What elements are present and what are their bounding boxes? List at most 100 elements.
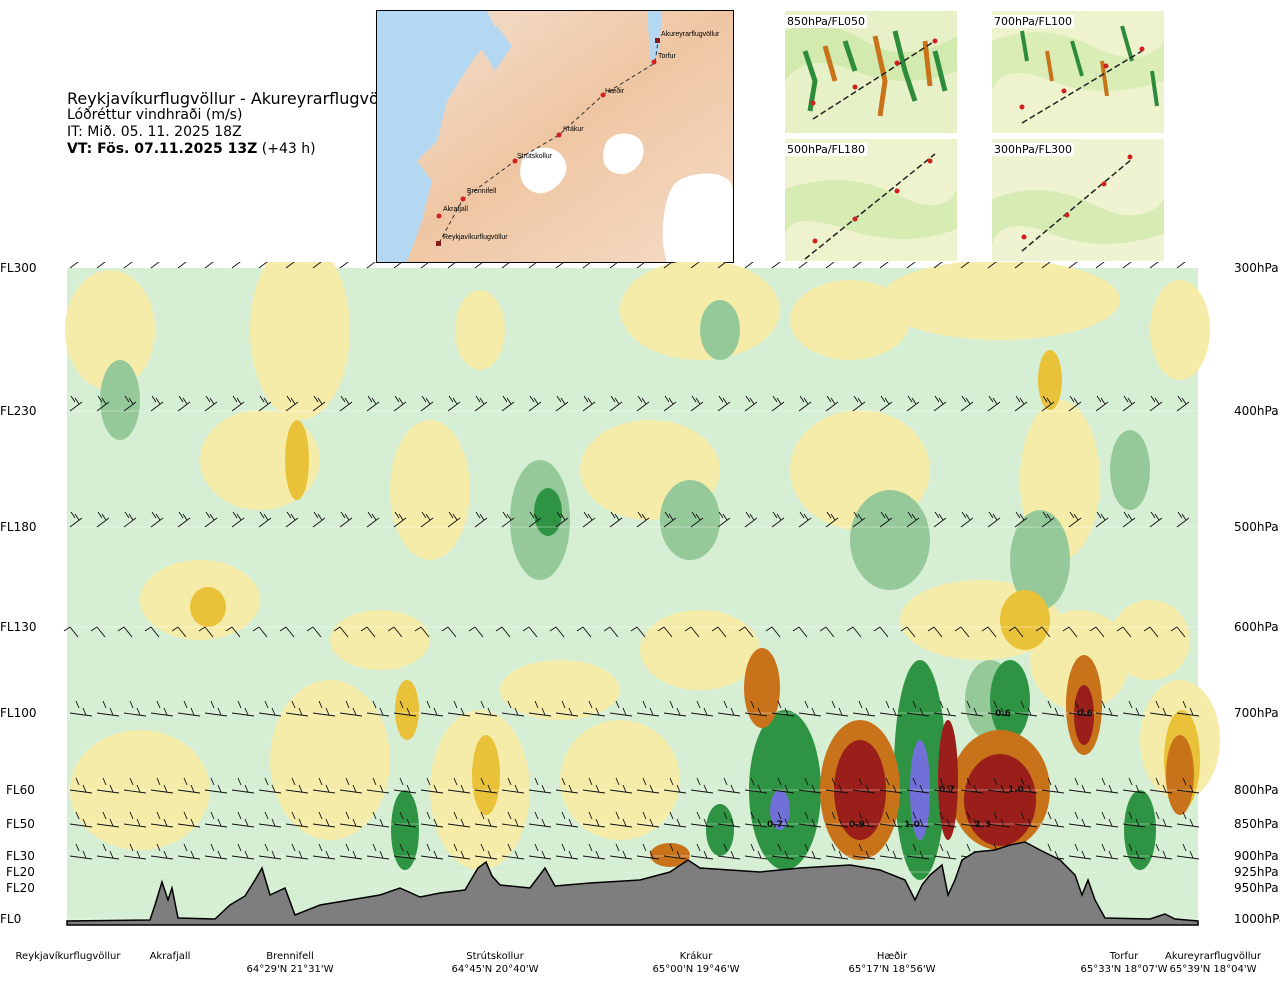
wind-barb <box>312 811 336 828</box>
strong-updraft <box>534 488 562 536</box>
wind-barb <box>1176 262 1186 269</box>
wind-barb <box>339 395 353 412</box>
wind-barb <box>879 395 893 412</box>
wind-barb <box>636 395 650 412</box>
wind-barb <box>1149 700 1173 717</box>
wind-barb <box>1095 700 1119 717</box>
wind-barb <box>177 262 187 269</box>
wind-barb <box>231 395 245 412</box>
location-coord: 65°33'N 18°07'W <box>1080 964 1168 975</box>
pressure-label: 600hPa <box>1234 620 1279 634</box>
wind-barb <box>690 511 704 528</box>
wind-barb <box>366 777 390 794</box>
wind-barb <box>825 811 849 828</box>
wind-barb <box>987 811 1011 828</box>
wind-barb <box>1089 626 1105 638</box>
wind-barb <box>1068 811 1092 828</box>
wind-barb <box>771 777 795 794</box>
fl-label: FL100 <box>0 706 37 720</box>
wind-barb <box>1122 811 1146 828</box>
wind-barb <box>765 626 781 638</box>
location-coord: 64°45'N 20°40'W <box>451 964 539 975</box>
wind-barb <box>366 843 390 860</box>
wind-barb <box>150 262 160 269</box>
wind-barb <box>657 626 673 638</box>
panel-850: 850hPa/FL050 <box>785 11 957 133</box>
weak-downdraft <box>500 660 620 720</box>
fl-label: FL30 <box>6 849 35 863</box>
wind-barb <box>96 395 110 412</box>
wind-barb <box>258 811 282 828</box>
wind-barb <box>123 262 133 269</box>
value-label: 0.6 <box>1077 709 1093 719</box>
location-name: Strútskollur <box>466 951 524 962</box>
wind-barb <box>933 700 957 717</box>
wind-barb <box>285 811 309 828</box>
wind-barb <box>960 700 984 717</box>
weak-downdraft <box>880 262 1120 340</box>
very-strong-downdraft <box>964 754 1036 846</box>
wind-barb <box>474 700 498 717</box>
wind-barb <box>393 777 417 794</box>
wind-barb <box>366 395 380 412</box>
wind-barb <box>717 811 741 828</box>
wind-barb <box>501 395 515 412</box>
wind-barb <box>285 395 299 412</box>
wind-barb <box>69 811 93 828</box>
valid-time: VT: Fös. 07.11.2025 13Z (+43 h) <box>67 141 404 158</box>
wind-barb <box>1014 700 1038 717</box>
value-label: 1.0 <box>904 820 920 830</box>
wind-barb <box>1176 395 1190 412</box>
wind-barb <box>123 511 137 528</box>
wind-barb <box>825 777 849 794</box>
wind-barb <box>150 811 174 828</box>
wind-barb <box>960 395 974 412</box>
map-label-akrafjall: Akrafjall <box>443 206 468 213</box>
wind-barb <box>690 262 700 269</box>
wind-barb <box>231 843 255 860</box>
wind-barb <box>663 511 677 528</box>
wind-barb <box>852 777 876 794</box>
wind-barb <box>258 511 272 528</box>
wind-barb <box>609 843 633 860</box>
wind-barb <box>285 843 309 860</box>
wind-barb <box>420 511 434 528</box>
wind-barb <box>1122 395 1136 412</box>
wind-barb <box>690 700 714 717</box>
wind-barb <box>123 777 147 794</box>
wind-barb <box>258 395 272 412</box>
wind-barb <box>420 395 434 412</box>
wind-barb <box>933 511 947 528</box>
location-torfur: Torfur 65°33'N 18°07'W <box>1081 950 1168 976</box>
wind-barb <box>204 811 228 828</box>
wind-barb <box>96 511 110 528</box>
wind-barb <box>1008 626 1024 638</box>
location-akrafjall: Akrafjall <box>150 950 191 963</box>
wind-barb <box>846 626 862 638</box>
wind-barb <box>717 843 741 860</box>
wind-barb <box>150 395 164 412</box>
wind-barb <box>771 511 785 528</box>
location-coord: 65°39'N 18°04'W <box>1169 964 1257 975</box>
moderate-downdraft <box>472 735 500 815</box>
fl-label: FL230 <box>0 404 37 418</box>
wind-barb <box>528 511 542 528</box>
strong-updraft <box>990 660 1030 740</box>
wind-barb <box>1176 700 1200 717</box>
moderate-updraft <box>100 360 140 440</box>
location-haedir: Hæðir 65°17'N 18°56'W <box>849 950 936 976</box>
wind-barb <box>663 262 673 269</box>
location-coord: 65°17'N 18°56'W <box>848 964 936 975</box>
wind-barb <box>609 511 623 528</box>
wind-barb <box>744 777 768 794</box>
wind-barb <box>360 626 376 638</box>
wind-barb <box>717 511 731 528</box>
wind-barb <box>150 843 174 860</box>
wind-barb <box>171 626 187 638</box>
init-time: IT: Mið. 05. 11. 2025 18Z <box>67 124 242 140</box>
wind-barb <box>1041 811 1065 828</box>
wind-barb <box>852 700 876 717</box>
wind-barb <box>474 262 484 269</box>
pressure-label: 900hPa <box>1234 849 1279 863</box>
wind-barb <box>690 811 714 828</box>
